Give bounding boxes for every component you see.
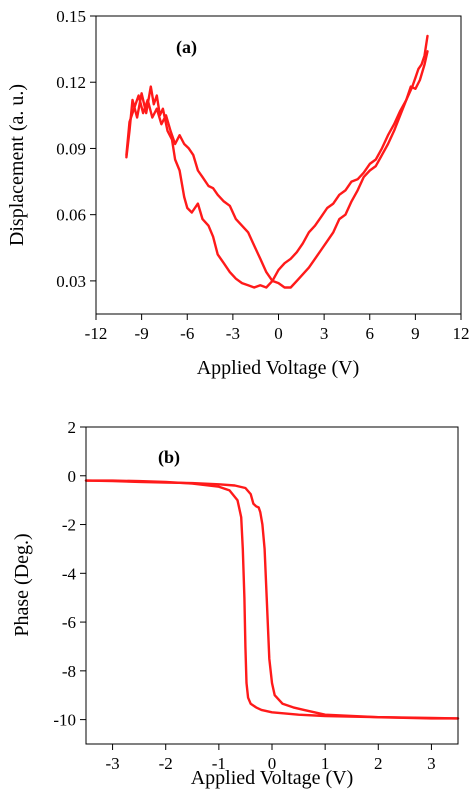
panel-b-x-tick-label: -1 [212, 754, 226, 773]
panel-a-x-tick-label: -6 [180, 324, 194, 343]
panel-b-x-tick-label: 1 [321, 754, 330, 773]
panel-a-x-tick-label: -12 [85, 324, 108, 343]
panel-a-x-tick-label: 12 [453, 324, 470, 343]
panel-a-y-tick-label: 0.06 [56, 206, 86, 225]
panel-b-x-tick-label: -3 [105, 754, 119, 773]
panel-a-x-axis-label: Applied Voltage (V) [197, 357, 360, 379]
panel-a-series-2-line [125, 50, 429, 289]
panel-b-x-axis-label: Applied Voltage (V) [191, 767, 354, 789]
panel-b-y-axis-label: Phase (Deg.) [11, 533, 33, 636]
panel-b-y-tick-label: -4 [62, 564, 77, 583]
panel-b-y-tick-label: 0 [68, 467, 77, 486]
panel-a-x-tick-label: 0 [274, 324, 283, 343]
panel-a-y-axis-label: Displacement (a. u.) [6, 84, 28, 246]
panel-b-y-tick-label: -8 [62, 662, 76, 681]
panel-b-y-tick-label: 2 [68, 418, 77, 437]
panel-b-series-2-line [84, 479, 460, 720]
panel-a-y-tick-label: 0.09 [56, 139, 86, 158]
panel-a-y-tick-label: 0.03 [56, 272, 86, 291]
panel-a-plot-frame [95, 15, 462, 315]
panel-b-x-tick-label: 2 [374, 754, 383, 773]
panel-a-x-tick-label: 9 [411, 324, 420, 343]
panel-b: -3 -2 -1 0 1 2 3-10-8-6-4-202 (b) Applied Volt… [11, 418, 460, 789]
panel-a-x-tick-label: -9 [135, 324, 149, 343]
panel-b-y-tick-label: -6 [62, 613, 76, 632]
panel-b-plot-frame [85, 426, 459, 745]
panel-b-x-tick-label: -2 [159, 754, 173, 773]
panel-b-y-tick-label: -10 [53, 711, 76, 730]
panel-b-label: (b) [158, 447, 180, 468]
panel-a-series-1-line [125, 34, 429, 289]
panel-b-x-tick-label: 0 [268, 754, 277, 773]
panel-b-x-tick-label: 3 [427, 754, 436, 773]
panel-a-label: (a) [176, 37, 197, 58]
panel-a-y-tick-label: 0.15 [56, 7, 86, 26]
panel-a-y-tick-label: 0.12 [56, 73, 86, 92]
panel-a-x-tick-label: 6 [366, 324, 375, 343]
panel-b-y-tick-label: -2 [62, 516, 76, 535]
panel-a: -12 -9 -6 -3 0 3 6 9 120.030.060.090.120.15 (a) … [6, 7, 470, 379]
panel-a-x-tick-label: -3 [226, 324, 240, 343]
panel-a-x-tick-label: 3 [320, 324, 329, 343]
